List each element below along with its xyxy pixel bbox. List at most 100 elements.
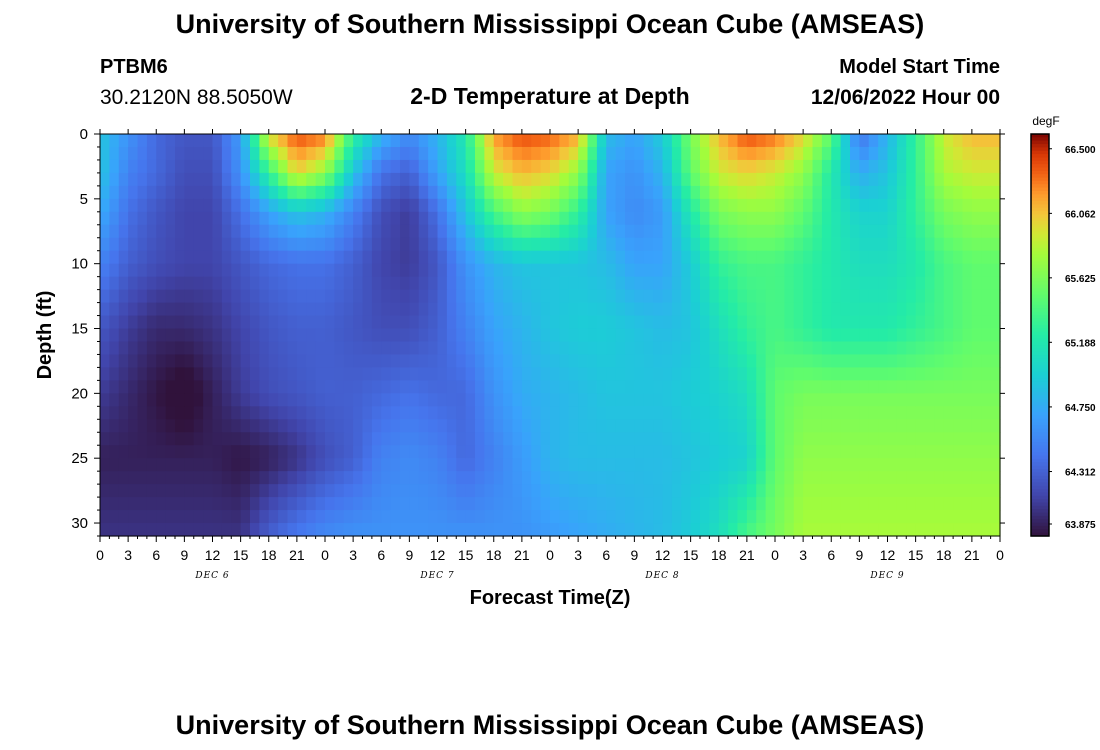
heatmap-cell <box>100 393 110 407</box>
heatmap-cell <box>775 510 785 524</box>
heatmap-cell <box>268 263 279 278</box>
heatmap-cell <box>296 276 307 291</box>
heatmap-cell <box>259 328 270 343</box>
heatmap-cell <box>371 510 382 524</box>
heatmap-cell <box>521 237 532 252</box>
heatmap-cell <box>465 380 476 394</box>
colorbar-segment <box>1031 428 1049 433</box>
heatmap-cell <box>493 159 504 174</box>
colorbar-segment <box>1031 174 1049 179</box>
heatmap-cell <box>943 328 954 343</box>
heatmap-cell <box>493 134 504 148</box>
heatmap-cell <box>456 497 467 511</box>
heatmap-cell <box>175 510 185 524</box>
heatmap-cell <box>962 380 973 394</box>
heatmap-cell <box>568 302 579 317</box>
heatmap-cell <box>784 406 795 420</box>
heatmap-cell <box>315 458 326 472</box>
heatmap-cell <box>409 471 420 485</box>
heatmap-cell <box>306 289 317 304</box>
heatmap-cell <box>887 198 898 213</box>
heatmap-cell <box>221 172 232 187</box>
heatmap-cell <box>850 380 860 394</box>
heatmap-cell <box>953 315 964 330</box>
heatmap-cell <box>700 406 710 420</box>
heatmap-cell <box>418 172 429 187</box>
heatmap-cell <box>165 224 176 239</box>
heatmap-cell <box>803 354 814 369</box>
heatmap-cell <box>850 419 860 433</box>
heatmap-cell <box>662 250 673 265</box>
heatmap-cell <box>596 328 607 343</box>
colorbar-segment <box>1031 348 1049 353</box>
heatmap-cell <box>896 134 907 148</box>
heatmap-cell <box>596 432 607 446</box>
heatmap-cell <box>775 134 785 148</box>
heatmap-cell <box>221 328 232 343</box>
heatmap-cell <box>287 445 298 459</box>
heatmap-cell <box>831 510 842 524</box>
heatmap-cell <box>859 237 870 252</box>
heatmap-cell <box>409 341 420 356</box>
heatmap-cell <box>287 380 298 394</box>
heatmap-cell <box>325 289 335 304</box>
heatmap-cell <box>184 432 195 446</box>
heatmap-cell <box>212 393 223 407</box>
heatmap-cell <box>371 172 382 187</box>
heatmap-cell <box>578 185 589 200</box>
colorbar-segment <box>1031 519 1049 524</box>
heatmap-cell <box>643 302 654 317</box>
heatmap-cell <box>315 172 326 187</box>
heatmap-cell <box>540 367 551 381</box>
colorbar-segment <box>1031 164 1049 169</box>
heatmap-cell <box>709 159 720 174</box>
heatmap-cell <box>503 315 514 330</box>
heatmap-cell <box>287 458 298 472</box>
heatmap-cell <box>634 159 645 174</box>
heatmap-cell <box>634 276 645 291</box>
heatmap-cell <box>203 159 214 174</box>
heatmap-cell <box>540 159 551 174</box>
heatmap-cell <box>784 458 795 472</box>
heatmap-cell <box>737 510 748 524</box>
heatmap-cell <box>381 159 392 174</box>
heatmap-cell <box>306 276 317 291</box>
heatmap-cell <box>859 432 870 446</box>
heatmap-cell <box>146 523 157 537</box>
heatmap-cell <box>362 445 373 459</box>
heatmap-cell <box>184 185 195 200</box>
heatmap-cell <box>981 367 992 381</box>
heatmap-cell <box>512 198 523 213</box>
heatmap-cell <box>334 134 345 148</box>
heatmap-cell <box>709 185 720 200</box>
heatmap-cell <box>990 393 1001 407</box>
heatmap-cell <box>578 367 589 381</box>
heatmap-cell <box>259 497 270 511</box>
heatmap-cell <box>165 134 176 148</box>
heatmap-cell <box>306 497 317 511</box>
heatmap-cell <box>156 315 167 330</box>
heatmap-cell <box>146 458 157 472</box>
heatmap-cell <box>681 458 692 472</box>
heatmap-cell <box>775 432 785 446</box>
heatmap-cell <box>118 159 129 174</box>
heatmap-cell <box>653 458 664 472</box>
heatmap-cell <box>765 367 776 381</box>
heatmap-cell <box>925 185 935 200</box>
heatmap-cell <box>896 523 907 537</box>
heatmap-cell <box>803 315 814 330</box>
heatmap-cell <box>503 289 514 304</box>
heatmap-cell <box>887 237 898 252</box>
heatmap-cell <box>184 367 195 381</box>
heatmap-cell <box>690 458 701 472</box>
heatmap-cell <box>428 146 439 161</box>
y-tick-label: 15 <box>71 321 88 338</box>
heatmap-cell <box>587 172 598 187</box>
heatmap-cell <box>793 146 804 161</box>
heatmap-cell <box>231 341 242 356</box>
heatmap-cell <box>962 510 973 524</box>
heatmap-cell <box>850 484 860 498</box>
heatmap-cell <box>625 367 635 381</box>
heatmap-cell <box>925 198 935 213</box>
heatmap-cell <box>681 302 692 317</box>
